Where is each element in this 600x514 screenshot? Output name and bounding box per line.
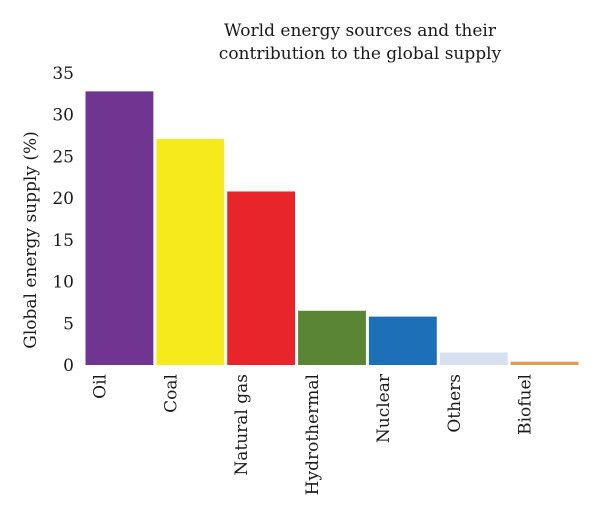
bar-others: [439, 352, 508, 365]
y-axis-ticks: 0 5 10 15 20 25 30 35: [52, 64, 74, 376]
y-tick-label: 35: [52, 64, 74, 84]
bar-oil: [85, 91, 154, 366]
chart-title-line-2: contribution to the global supply: [218, 44, 502, 64]
bar-coal: [156, 138, 225, 365]
x-category-label: Biofuel: [516, 374, 536, 435]
y-tick-label: 5: [63, 314, 74, 334]
bar-biofuel: [510, 361, 579, 365]
x-category-label: Nuclear: [374, 373, 394, 443]
y-tick-label: 15: [52, 231, 74, 251]
bar-natural-gas: [227, 191, 296, 365]
x-category-label: Oil: [91, 374, 111, 399]
x-category-label: Hydrothermal: [303, 374, 323, 495]
bar-hydrothermal: [298, 310, 366, 365]
x-category-label: Others: [445, 374, 465, 433]
y-tick-label: 30: [52, 106, 74, 126]
bars: [85, 91, 579, 366]
y-tick-label: 20: [52, 189, 74, 209]
bar-nuclear: [368, 316, 437, 365]
y-tick-label: 10: [52, 273, 74, 293]
x-category-label: Natural gas: [232, 374, 252, 476]
y-tick-label: 25: [52, 147, 74, 167]
y-tick-label: 0: [63, 356, 74, 376]
category-labels: Oil Coal Natural gas Hydrothermal Nuclear Oth…: [91, 373, 536, 495]
x-category-label: Coal: [161, 374, 181, 413]
chart-title-line-1: World energy sources and their: [223, 21, 496, 41]
y-axis-label: Global energy supply (%): [21, 131, 41, 349]
